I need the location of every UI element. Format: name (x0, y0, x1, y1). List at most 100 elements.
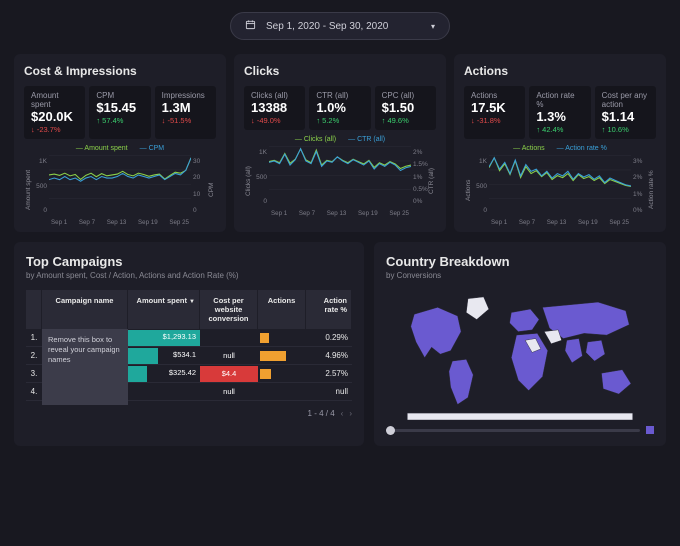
metric-delta: ↑ 5.2% (316, 116, 363, 125)
y-axis-right-ticks: 3%2%1%0% (631, 154, 647, 226)
line-chart: Clicks (all)1K5000Sep 1Sep 7Sep 13Sep 19… (244, 145, 436, 217)
x-axis-ticks: Sep 1Sep 7Sep 13Sep 19Sep 25 (489, 219, 631, 226)
world-map[interactable] (386, 290, 654, 420)
actions-panel: ActionsActions 17.5K ↓ -31.8%Action rate… (454, 54, 666, 232)
metric-value: 17.5K (471, 100, 518, 115)
metric-card: Impressions 1.3M ↓ -51.5% (155, 86, 216, 139)
row-actions (258, 384, 306, 400)
campaigns-table-header: Campaign name Amount spent ▼ Cost per we… (26, 290, 352, 329)
metric-card: Cost per any action $1.14 ↑ 10.6% (595, 86, 656, 139)
calendar-icon (245, 19, 256, 33)
metric-label: CTR (all) (316, 91, 363, 100)
y-axis-left-ticks: 1K5000 (33, 154, 49, 226)
metric-card: Amount spent $20.0K ↓ -23.7% (24, 86, 85, 139)
col-action-rate[interactable]: Action rate % (306, 290, 352, 329)
date-range-text: Sep 1, 2020 - Sep 30, 2020 (266, 21, 388, 32)
panel-title: Cost & Impressions (24, 64, 216, 78)
row-action-rate: 4.96% (306, 348, 352, 363)
row-cost-per-conv: null (200, 384, 258, 400)
line-chart: Amount spent1K5000Sep 1Sep 7Sep 13Sep 19… (24, 154, 216, 226)
date-range-picker[interactable]: Sep 1, 2020 - Sep 30, 2020 ▾ (230, 12, 450, 40)
country-title: Country Breakdown (386, 254, 654, 269)
metric-label: Amount spent (31, 91, 78, 109)
row-cost-per-conv: $4.4 (200, 366, 258, 382)
y-axis-left-ticks: 1K5000 (253, 145, 269, 217)
metric-card: Action rate % 1.3% ↑ 42.4% (529, 86, 590, 139)
row-amount-spent: $325.42 (128, 366, 200, 382)
top-campaigns-panel: Top Campaigns by Amount spent, Cost / Ac… (14, 242, 364, 446)
map-zoom-slider[interactable] (386, 426, 654, 434)
campaigns-table-body: 1. $1,293.13 0.29% 2. $534.1 null 4.96% … (26, 329, 352, 401)
metric-label: Clicks (all) (251, 91, 298, 100)
country-breakdown-panel: Country Breakdown by Conversions (374, 242, 666, 446)
metric-delta: ↑ 42.4% (536, 125, 583, 134)
map-legend-swatch (646, 426, 654, 434)
metric-card: Clicks (all) 13388 ↓ -49.0% (244, 86, 305, 130)
row-amount-spent: $1,293.13 (128, 330, 200, 346)
metric-delta: ↑ 10.6% (602, 125, 649, 134)
chart-legend: Amount spentCPM (24, 145, 216, 152)
y-axis-label-right: CTR (all) (427, 145, 436, 217)
metric-card: CTR (all) 1.0% ↑ 5.2% (309, 86, 370, 130)
row-index: 4. (26, 384, 42, 399)
line-chart: Actions1K5000Sep 1Sep 7Sep 13Sep 19Sep 2… (464, 154, 656, 226)
pager-next-icon[interactable]: › (349, 409, 352, 418)
metric-value: $1.14 (602, 109, 649, 124)
row-actions (258, 330, 306, 346)
pager-text: 1 - 4 / 4 (308, 409, 335, 418)
y-axis-right-ticks: 2%1.5%1%0.5%0% (411, 145, 427, 217)
chart-legend: ActionsAction rate % (464, 145, 656, 152)
y-axis-label-left: Actions (464, 154, 473, 226)
row-index: 1. (26, 330, 42, 345)
row-cost-per-conv (200, 330, 258, 346)
row-amount-spent (128, 384, 200, 400)
metric-value: $1.50 (382, 100, 429, 115)
metric-card: CPC (all) $1.50 ↑ 49.6% (375, 86, 436, 130)
clicks-panel: ClicksClicks (all) 13388 ↓ -49.0%CTR (al… (234, 54, 446, 232)
country-subtitle: by Conversions (386, 271, 654, 280)
row-action-rate: 2.57% (306, 366, 352, 381)
metric-value: $20.0K (31, 109, 78, 124)
metric-value: 1.3M (162, 100, 209, 115)
campaigns-subtitle: by Amount spent, Cost / Action, Actions … (26, 271, 352, 280)
metric-delta: ↑ 49.6% (382, 116, 429, 125)
campaign-names-overlay[interactable]: Remove this box to reveal your campaign … (42, 329, 128, 405)
y-axis-label-right: Action rate % (647, 154, 656, 226)
metric-delta: ↓ -23.7% (31, 125, 78, 134)
metric-card: Actions 17.5K ↓ -31.8% (464, 86, 525, 139)
metric-label: Cost per any action (602, 91, 649, 109)
metric-value: 1.0% (316, 100, 363, 115)
row-action-rate: null (306, 384, 352, 399)
metric-delta: ↑ 57.4% (96, 116, 143, 125)
panel-title: Actions (464, 64, 656, 78)
row-cost-per-conv: null (200, 348, 258, 364)
col-campaign-name[interactable]: Campaign name (42, 290, 128, 329)
metric-label: CPM (96, 91, 143, 100)
x-axis-ticks: Sep 1Sep 7Sep 13Sep 19Sep 25 (49, 219, 191, 226)
metric-delta: ↓ -49.0% (251, 116, 298, 125)
campaigns-title: Top Campaigns (26, 254, 352, 269)
metric-delta: ↓ -51.5% (162, 116, 209, 125)
col-amount-spent[interactable]: Amount spent ▼ (128, 290, 200, 329)
metric-delta: ↓ -31.8% (471, 116, 518, 125)
row-index: 2. (26, 348, 42, 363)
campaigns-pager: 1 - 4 / 4 ‹ › (26, 409, 352, 418)
col-cost-per-conv[interactable]: Cost per website conversion (200, 290, 258, 329)
metric-value: 13388 (251, 100, 298, 115)
metric-label: Action rate % (536, 91, 583, 109)
metric-value: $15.45 (96, 100, 143, 115)
chevron-down-icon: ▾ (431, 22, 435, 31)
y-axis-label-right: CPM (207, 154, 216, 226)
y-axis-label-left: Amount spent (24, 154, 33, 226)
metric-value: 1.3% (536, 109, 583, 124)
col-actions[interactable]: Actions (258, 290, 306, 329)
x-axis-ticks: Sep 1Sep 7Sep 13Sep 19Sep 25 (269, 210, 411, 217)
pager-prev-icon[interactable]: ‹ (341, 409, 344, 418)
row-action-rate: 0.29% (306, 330, 352, 345)
chart-legend: Clicks (all)CTR (all) (244, 136, 436, 143)
metric-card: CPM $15.45 ↑ 57.4% (89, 86, 150, 139)
row-actions (258, 348, 306, 364)
metric-label: CPC (all) (382, 91, 429, 100)
metric-label: Impressions (162, 91, 209, 100)
y-axis-left-ticks: 1K5000 (473, 154, 489, 226)
